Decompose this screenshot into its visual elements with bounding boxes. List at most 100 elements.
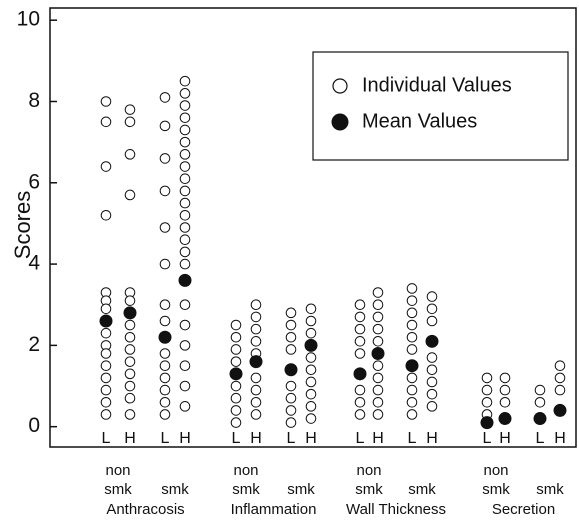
individual-point — [100, 327, 112, 339]
subgroup-label: smk — [355, 481, 383, 498]
individual-point — [179, 210, 191, 221]
legend-label: Mean Values — [362, 110, 477, 132]
mean-point — [158, 330, 172, 344]
column-label: H — [426, 430, 438, 447]
group-label: Secretion — [492, 501, 555, 518]
subgroup-label: smk — [408, 481, 436, 498]
individual-point — [159, 120, 171, 132]
column-label: H — [554, 430, 566, 447]
individual-point — [305, 352, 317, 363]
subgroup-label: smk — [287, 481, 315, 498]
column-label: L — [161, 430, 170, 447]
individual-point — [305, 401, 317, 412]
individual-point — [179, 299, 191, 311]
individual-point — [179, 161, 191, 172]
individual-point — [285, 417, 297, 428]
mean-point — [229, 367, 243, 381]
individual-point — [124, 380, 136, 392]
individual-point — [230, 331, 242, 343]
subgroup-label: smk — [536, 481, 564, 498]
individual-point — [372, 409, 384, 420]
individual-point — [554, 384, 566, 396]
individual-point — [179, 401, 191, 412]
individual-point — [230, 380, 242, 392]
individual-point — [406, 283, 418, 294]
individual-point — [179, 258, 191, 270]
individual-point — [159, 360, 171, 372]
individual-point — [250, 323, 262, 335]
individual-point — [124, 149, 136, 160]
subgroup-label: smk — [232, 481, 260, 498]
mean-point — [99, 314, 113, 328]
individual-point — [159, 315, 171, 327]
individual-point — [159, 372, 171, 384]
individual-point — [124, 116, 136, 128]
individual-point — [354, 348, 366, 359]
individual-point — [305, 413, 317, 424]
individual-point — [481, 396, 493, 408]
individual-point — [305, 327, 317, 339]
y-tick-label: 10 — [17, 8, 40, 31]
mean-point — [480, 416, 494, 430]
individual-point — [230, 417, 242, 428]
mean-point — [178, 273, 192, 287]
individual-point — [372, 360, 384, 372]
individual-point — [179, 380, 191, 392]
group-label: Wall Thickness — [346, 501, 446, 518]
individual-point — [124, 344, 136, 355]
individual-point — [426, 401, 438, 412]
individual-point — [100, 384, 112, 396]
individual-point — [406, 396, 418, 408]
individual-point — [426, 376, 438, 388]
individual-point — [406, 319, 418, 331]
mean-point — [533, 412, 547, 426]
column-label: L — [232, 430, 241, 447]
individual-point — [100, 96, 112, 107]
individual-point — [179, 88, 191, 99]
individual-point — [250, 396, 262, 408]
individual-point — [305, 315, 317, 327]
individual-point — [100, 372, 112, 384]
individual-point — [100, 116, 112, 128]
column-label: L — [408, 430, 417, 447]
individual-point — [250, 409, 262, 420]
individual-point — [285, 344, 297, 355]
individual-point — [159, 348, 171, 359]
individual-point — [179, 222, 191, 233]
individual-point — [285, 380, 297, 392]
individual-point — [499, 384, 511, 396]
individual-point — [179, 75, 191, 87]
individual-point — [534, 384, 546, 396]
individual-point — [250, 311, 262, 323]
column-label: H — [250, 430, 262, 447]
individual-point — [159, 409, 171, 420]
individual-point — [305, 364, 317, 376]
individual-point — [179, 124, 191, 136]
individual-point — [372, 311, 384, 323]
individual-point — [100, 303, 112, 315]
individual-point — [305, 303, 317, 315]
column-label: H — [499, 430, 511, 447]
mean-point — [123, 306, 137, 320]
individual-point — [285, 405, 297, 416]
individual-point — [354, 311, 366, 323]
column-label: H — [372, 430, 384, 447]
individual-point — [179, 149, 191, 160]
individual-point — [179, 234, 191, 245]
individual-point — [159, 222, 171, 233]
y-tick-label: 8 — [28, 89, 40, 112]
mean-point — [353, 367, 367, 381]
subgroup-label: non — [233, 462, 258, 479]
individual-point — [426, 291, 438, 302]
individual-point — [426, 352, 438, 363]
mean-point — [405, 359, 419, 373]
individual-point — [100, 396, 112, 408]
individual-point — [230, 344, 242, 355]
mean-point — [553, 403, 567, 417]
individual-point — [372, 336, 384, 347]
individual-point — [100, 409, 112, 420]
individual-point — [124, 368, 136, 380]
individual-point — [406, 372, 418, 384]
individual-point — [159, 153, 171, 164]
individual-point — [481, 384, 493, 396]
